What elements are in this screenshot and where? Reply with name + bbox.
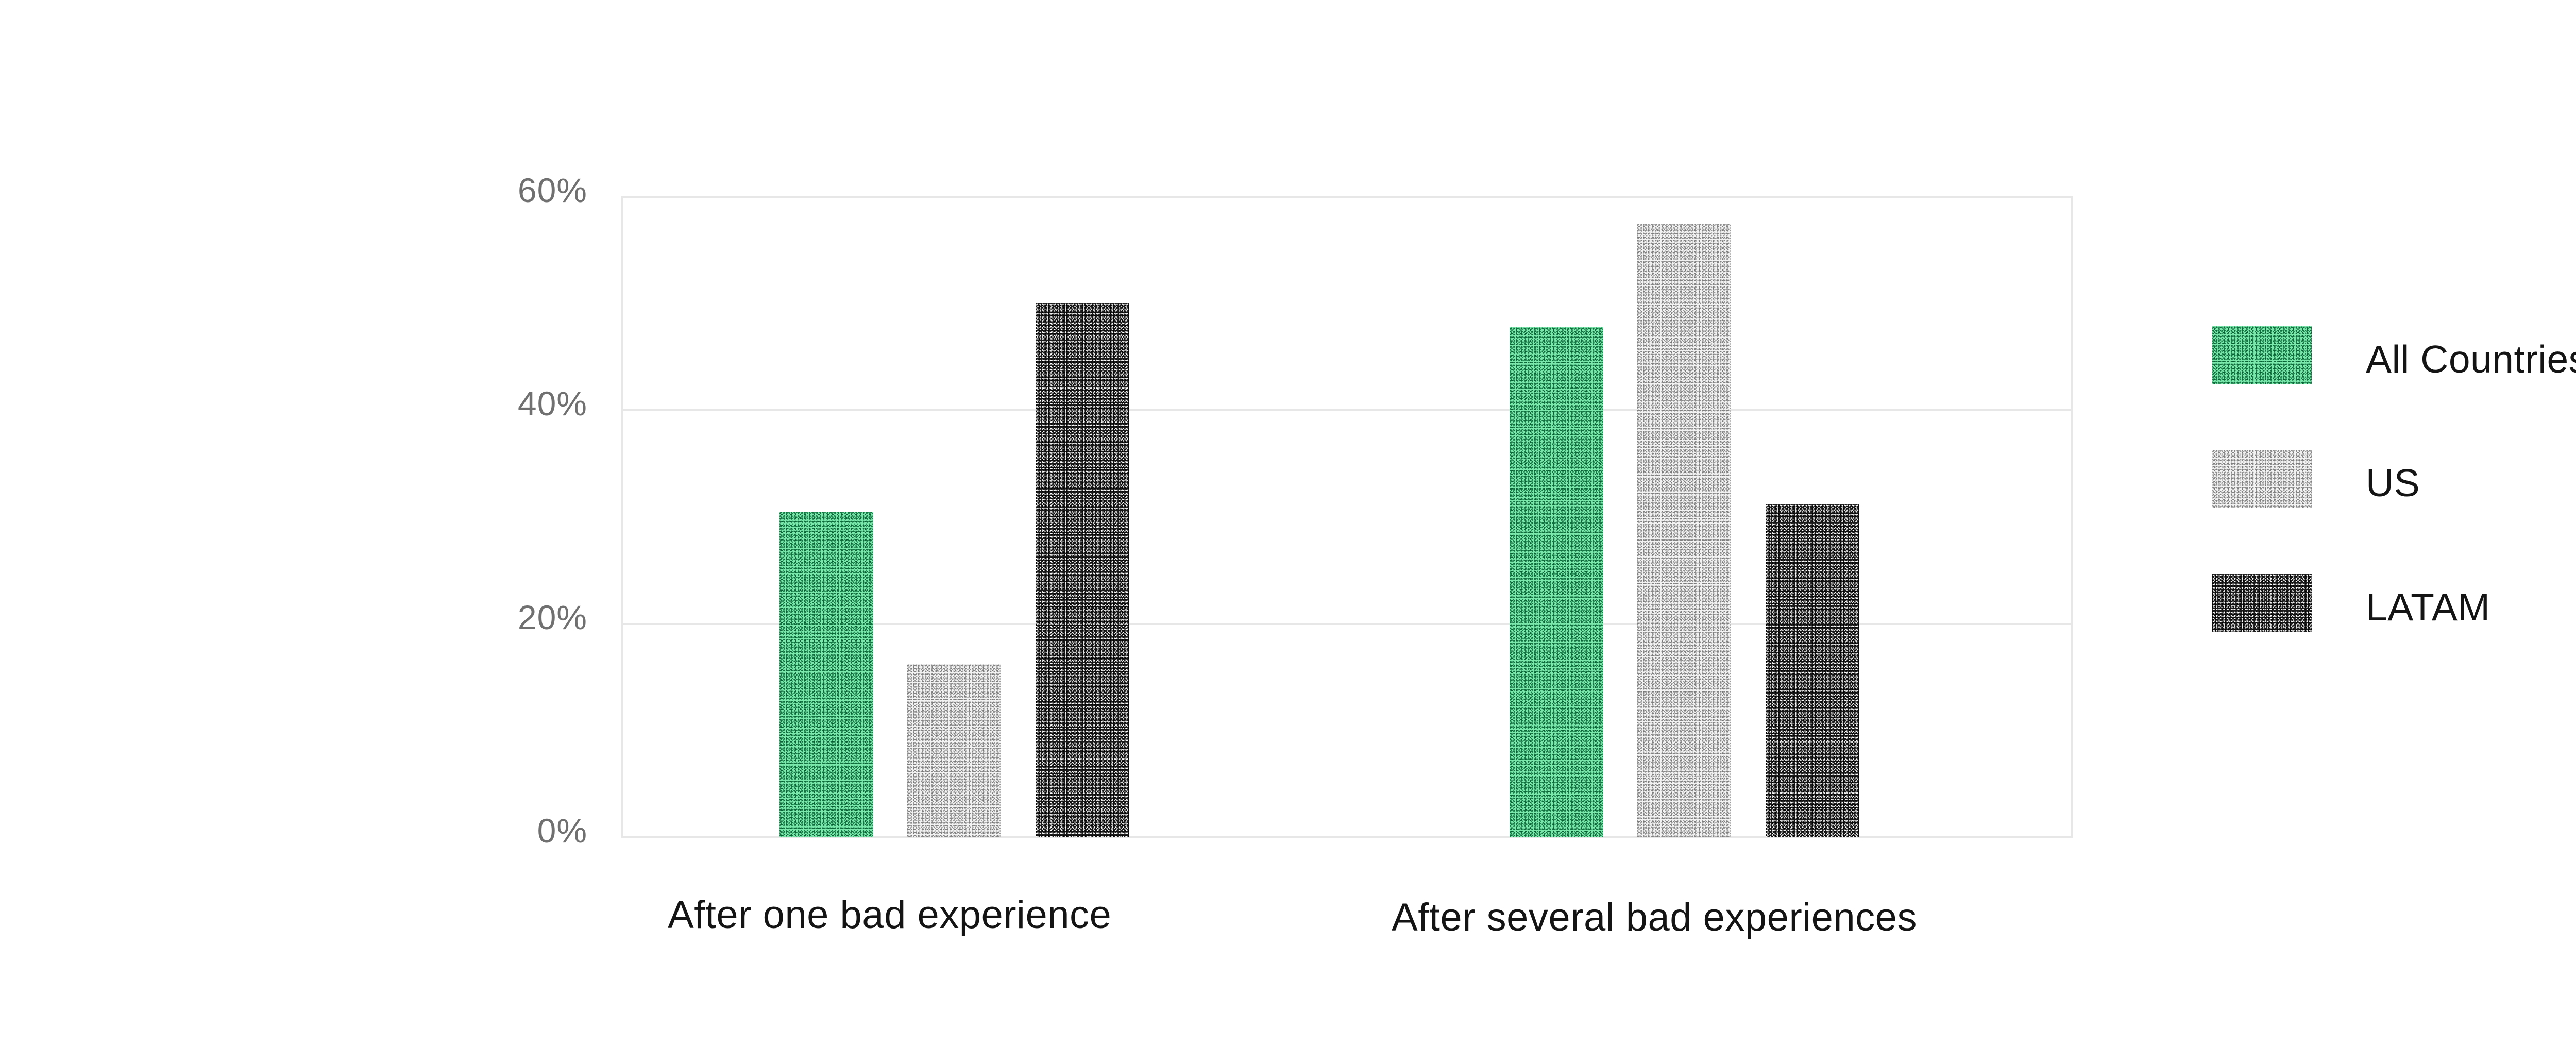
legend-label-us: US: [2366, 461, 2420, 504]
x-category-label-several-bad-experiences: After several bad experiences: [1392, 896, 1917, 939]
plot-area: [621, 196, 2073, 838]
y-tick-label-20: 20%: [517, 598, 587, 636]
y-tick-label-60: 60%: [517, 171, 587, 209]
y-tick-label-0: 0%: [537, 812, 587, 850]
y-tick-label-40: 40%: [517, 384, 587, 423]
gridline-40: [621, 409, 2073, 412]
bar-latam-several-bad-experiences: [1766, 504, 1859, 837]
legend-label-latam: LATAM: [2366, 585, 2490, 629]
bar-all-countries-one-bad-experience: [779, 512, 873, 837]
bar-us-one-bad-experience: [907, 664, 1001, 837]
bar-us-several-bad-experiences: [1637, 223, 1731, 837]
bar-all-countries-several-bad-experiences: [1510, 327, 1603, 837]
legend-swatch-latam: [2212, 574, 2312, 632]
gridline-20: [621, 622, 2073, 625]
legend-swatch-us: [2212, 450, 2312, 508]
x-category-label-one-bad-experience: After one bad experience: [668, 893, 1112, 937]
legend-label-all-countries: All Countries: [2366, 338, 2576, 381]
bar-latam-one-bad-experience: [1036, 303, 1129, 837]
legend-swatch-all-countries: [2212, 326, 2312, 384]
